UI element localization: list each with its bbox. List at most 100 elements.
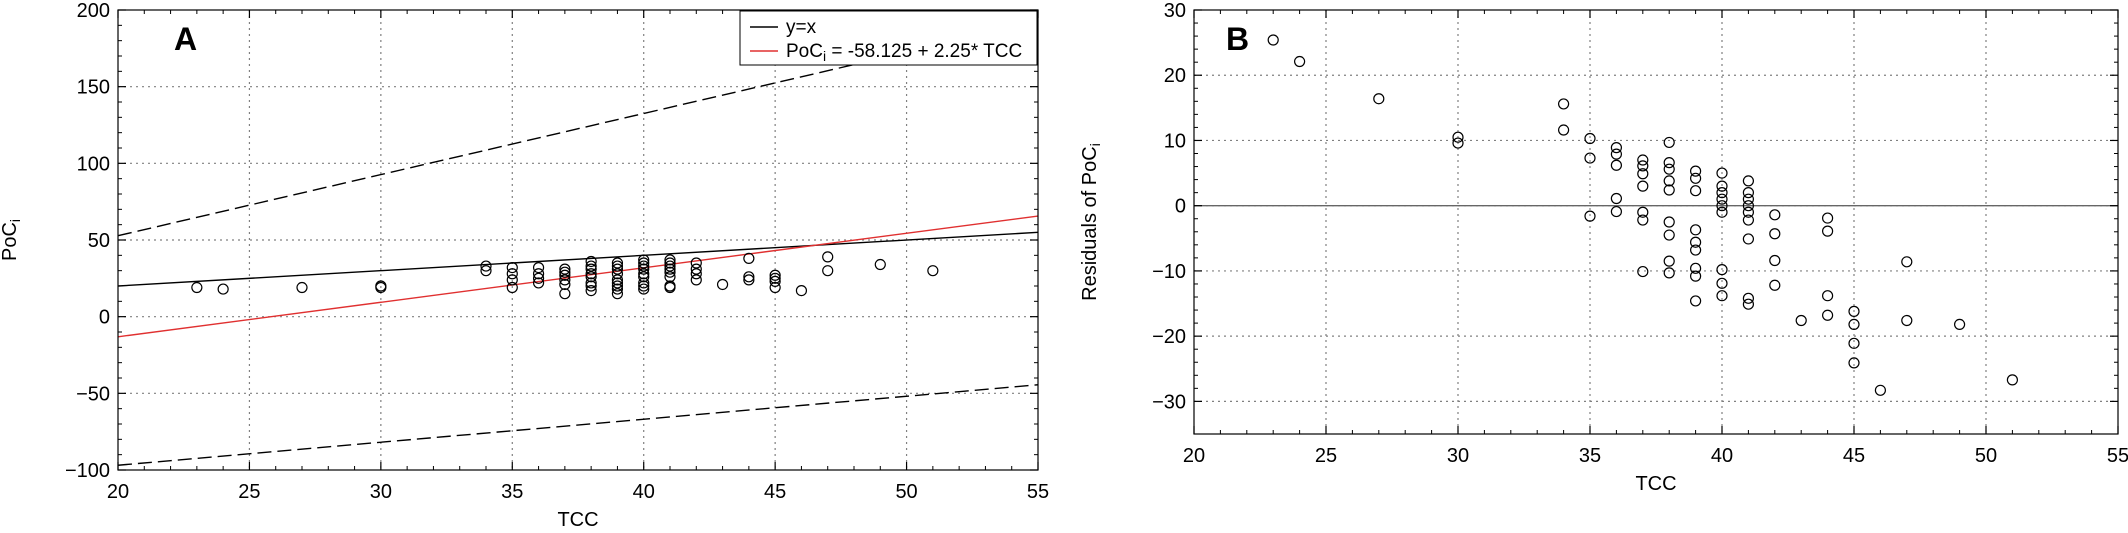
data-point	[585, 268, 597, 280]
data-point	[1716, 187, 1728, 199]
data-point	[506, 262, 518, 274]
x-tick-label: 25	[1315, 445, 1337, 467]
panel-b: 20 25 30 35 40 45 50 55 −30 −20 −10 0 10 20 30 B TCC R…	[1079, 0, 2128, 495]
data-point	[506, 268, 518, 280]
data-point	[1610, 148, 1623, 160]
data-point	[1557, 98, 1570, 110]
y-tick-label: −100	[65, 460, 110, 482]
data-point	[690, 274, 702, 286]
panel-a-ticks: 20 25 30 35 40 45 50 55 −100 −50 0 50 100 150 200	[65, 0, 1049, 503]
data-point	[375, 281, 387, 294]
data-point	[506, 281, 518, 294]
data-point	[743, 271, 755, 283]
panel-b-plot-frame	[1193, 9, 2119, 435]
legend-label-fit-post: = -58.125 + 2.25* TCC	[826, 41, 1022, 62]
data-point	[1637, 180, 1649, 192]
data-point	[769, 275, 781, 287]
data-point	[1821, 309, 1834, 321]
data-point	[927, 265, 939, 277]
data-point	[664, 271, 676, 283]
data-point	[1742, 233, 1755, 245]
data-point	[716, 278, 729, 291]
data-point	[559, 288, 571, 300]
data-point	[1716, 167, 1728, 179]
data-point	[1373, 93, 1385, 105]
data-point	[1663, 184, 1675, 196]
data-point	[1452, 137, 1464, 149]
x-tick-label: 45	[764, 481, 786, 503]
data-point	[795, 285, 808, 297]
data-point	[611, 274, 624, 286]
data-point	[1689, 270, 1702, 282]
series-line-3	[117, 384, 1039, 466]
data-point	[611, 288, 624, 300]
data-point	[1610, 142, 1623, 154]
x-tick-label: 55	[1027, 481, 1049, 503]
data-point	[1821, 212, 1834, 224]
data-point	[1689, 244, 1702, 256]
data-point	[1637, 168, 1649, 180]
data-point	[2006, 374, 2019, 386]
data-point	[874, 258, 886, 271]
y-tick-label: 0	[99, 307, 110, 329]
data-point	[690, 257, 702, 269]
y-tick-label: 10	[1164, 130, 1186, 152]
data-point	[1267, 34, 1279, 46]
panel-b-ticks: 20 25 30 35 40 45 50 55 −30 −20 −10 0 10 20 30	[1152, 0, 2128, 467]
data-point	[559, 263, 571, 275]
data-point	[690, 268, 702, 280]
data-point	[769, 272, 781, 284]
data-point	[1663, 163, 1675, 175]
data-point	[585, 277, 597, 289]
y-tick-label: 200	[77, 0, 110, 22]
data-point	[1742, 187, 1755, 199]
data-point	[743, 252, 755, 264]
legend-label-fit: PoCi = -58.125 + 2.25* TCC	[786, 41, 1022, 64]
data-point	[1742, 193, 1755, 205]
x-tick-label: 40	[633, 481, 655, 503]
data-point	[1610, 192, 1623, 205]
data-point	[1769, 228, 1781, 240]
data-point	[638, 271, 650, 283]
panel-a-y-axis-label-main: PoC	[0, 222, 21, 261]
y-tick-label: −30	[1152, 391, 1186, 413]
data-point	[769, 269, 781, 281]
data-point	[191, 281, 203, 294]
data-point	[1663, 157, 1675, 169]
panel-a-legend: y=x PoCi = -58.125 + 2.25* TCC	[739, 10, 1038, 66]
data-point	[1584, 132, 1596, 145]
data-point	[611, 260, 624, 272]
data-point	[611, 257, 624, 269]
data-point	[769, 281, 781, 294]
data-point	[1742, 292, 1755, 304]
data-point	[1663, 229, 1675, 241]
data-point	[506, 274, 518, 286]
x-tick-label: 50	[895, 481, 917, 503]
data-point	[1689, 172, 1702, 184]
data-point	[822, 251, 834, 263]
data-point	[585, 285, 597, 297]
data-point	[217, 283, 229, 295]
data-point	[1848, 357, 1860, 369]
panel-b-x-axis-label: TCC	[1635, 473, 1676, 495]
data-point	[1742, 214, 1755, 226]
data-point	[559, 274, 571, 286]
data-point	[664, 266, 676, 278]
data-point	[1848, 305, 1860, 317]
data-point	[664, 254, 676, 266]
data-point	[1663, 175, 1675, 187]
data-point	[1293, 55, 1306, 68]
data-point	[638, 254, 650, 266]
data-point	[480, 265, 492, 277]
data-point	[1848, 318, 1860, 331]
data-point	[532, 277, 545, 289]
data-point	[1452, 131, 1464, 143]
data-point	[1716, 206, 1728, 218]
series-line-0	[117, 231, 1039, 287]
data-point	[1584, 152, 1596, 164]
data-point	[638, 268, 650, 280]
x-tick-label: 20	[1183, 445, 1205, 467]
legend-label-identity: y=x	[786, 17, 817, 38]
data-point	[1901, 256, 1913, 268]
panel-b-y-axis-label-sub: i	[1087, 143, 1103, 146]
